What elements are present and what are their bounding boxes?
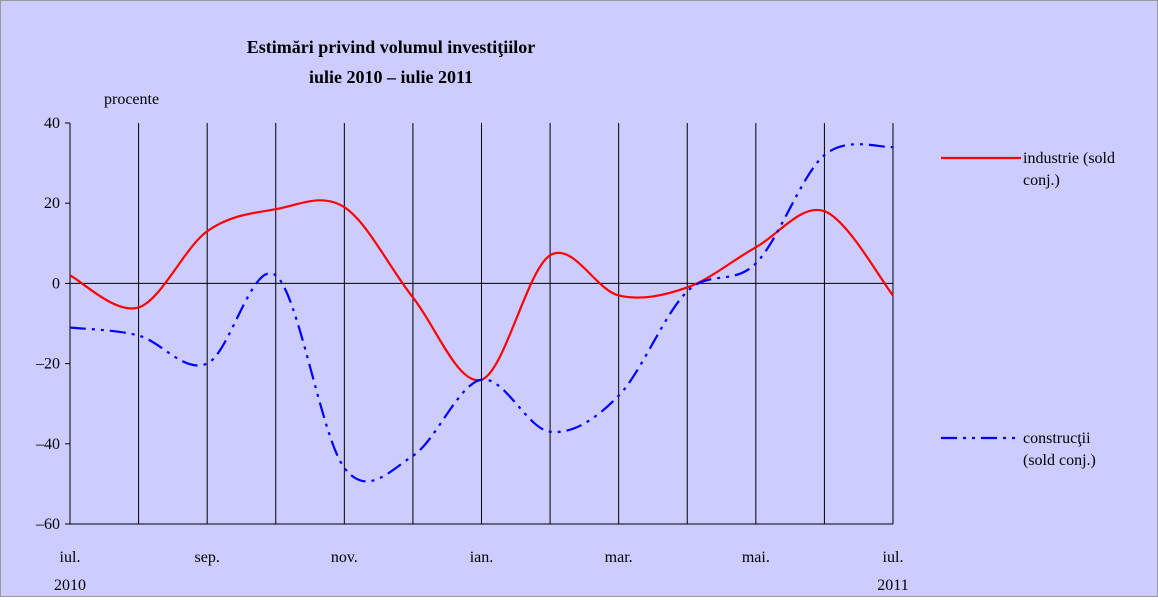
y-tick-label: 40 xyxy=(44,115,60,132)
y-tick-label: –40 xyxy=(35,436,60,453)
x-tick-label: nov. xyxy=(330,549,358,566)
y-axis-label: procente xyxy=(104,91,160,108)
legend-label: industrie (sold conj.) xyxy=(1023,150,1115,189)
chart-subtitle: iulie 2010 – iulie 2011 xyxy=(308,67,473,87)
legend-label: construcţii (sold conj.) xyxy=(1023,430,1096,469)
y-tick-label: 0 xyxy=(52,275,60,292)
x-tick-label: iul. 2010 xyxy=(54,549,86,594)
chart-title: Estimări privind volumul investiţiilor xyxy=(246,37,536,57)
y-tick-label: 20 xyxy=(44,195,60,212)
y-tick-label: –20 xyxy=(35,356,60,373)
line-series xyxy=(69,143,894,483)
x-tick-label: sep. xyxy=(194,549,220,566)
x-tick-label: mai. xyxy=(741,549,770,566)
x-tick-label: ian. xyxy=(469,549,494,566)
x-tick-label: mar. xyxy=(604,549,633,566)
y-tick-label: –60 xyxy=(35,516,60,533)
x-tick-label: iul. 2011 xyxy=(877,549,909,594)
